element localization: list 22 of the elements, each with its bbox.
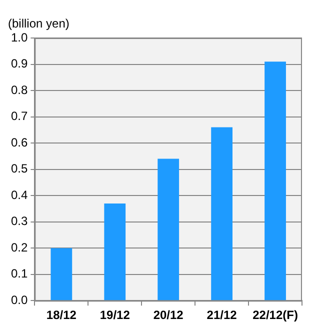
y-tick-label: 0.9 [10, 56, 28, 71]
x-tick-label: 18/12 [46, 308, 77, 322]
bar [211, 127, 232, 300]
y-tick-label: 0.7 [10, 109, 28, 124]
bar [264, 62, 286, 300]
x-tick-label: 21/12 [206, 308, 238, 322]
x-tick-label: 22/12(F) [252, 308, 298, 322]
y-tick-label: 0.2 [10, 240, 28, 254]
y-tick-label: 1.0 [10, 30, 28, 44]
x-tick-label: 20/12 [153, 308, 184, 322]
y-tick-label: 0.8 [10, 82, 28, 97]
y-tick-label: 0.6 [10, 135, 28, 150]
y-tick-label: 0.0 [10, 292, 28, 307]
bar [158, 158, 180, 300]
y-tick-label: 0.5 [10, 162, 28, 176]
bar [104, 203, 126, 300]
y-tick-label: 0.4 [10, 188, 28, 202]
y-tick-label: 0.3 [10, 214, 28, 228]
bar [50, 248, 72, 300]
y-axis-title: (billion yen) [8, 16, 70, 30]
y-tick-label: 0.1 [10, 266, 28, 281]
x-tick-label: 19/12 [100, 308, 130, 322]
